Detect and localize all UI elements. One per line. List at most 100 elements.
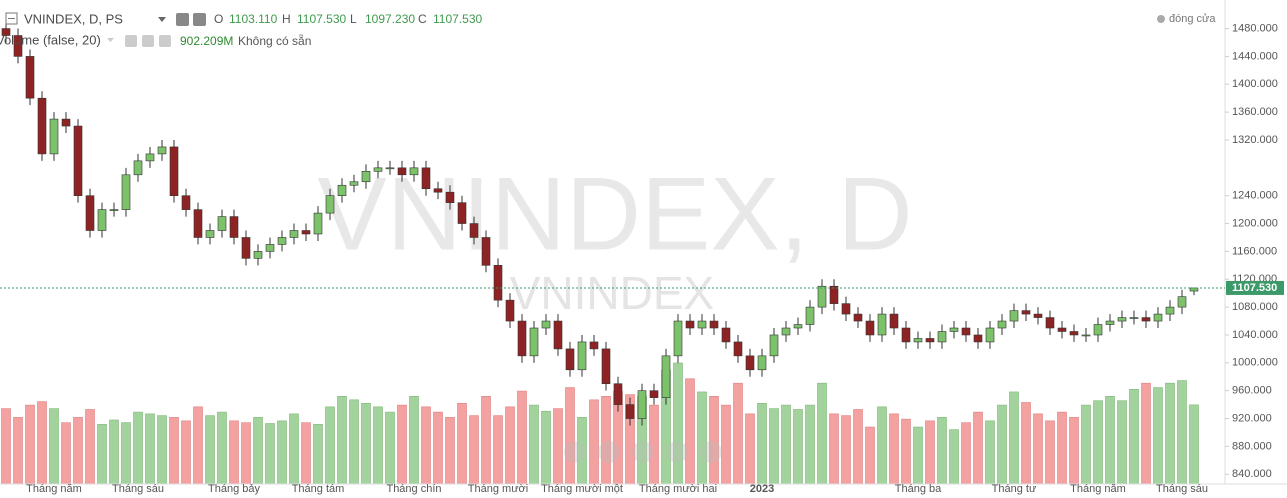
candle-body: [661, 355, 671, 398]
candle-body: [361, 171, 371, 183]
candle-body: [337, 184, 347, 196]
volume-bar: [865, 426, 875, 485]
y-tick-label: 880.000: [1232, 440, 1272, 452]
volume-settings[interactable]: [142, 35, 154, 47]
volume-bar: [733, 382, 743, 485]
volume-bar: [505, 406, 515, 485]
volume-bar: [793, 409, 803, 485]
volume-bar: [61, 422, 71, 485]
volume-bar: [1045, 420, 1055, 485]
x-tick-label: Tháng ba: [895, 483, 942, 495]
x-tick-label: Tháng sáu: [112, 483, 164, 495]
candle-body: [901, 327, 911, 343]
volume-bar: [877, 406, 887, 485]
ohlc-key: L: [350, 12, 357, 26]
y-tick-label: 1240.000: [1232, 190, 1278, 202]
volume-bar: [1105, 396, 1115, 485]
volume-bar: [73, 417, 83, 485]
volume-bar: [829, 413, 839, 485]
volume-bar: [325, 406, 335, 485]
candle-body: [265, 244, 275, 252]
nav-zoom-out[interactable]: [598, 441, 620, 463]
nav-reset[interactable]: [632, 441, 654, 463]
volume-bar: [169, 417, 179, 485]
x-tick-label: Tháng năm: [1070, 483, 1126, 495]
candle-body: [1141, 317, 1151, 322]
candle-body: [109, 209, 119, 211]
candle-body: [469, 223, 479, 238]
candle-body: [721, 327, 731, 343]
y-tick-label: 1080.000: [1232, 301, 1278, 313]
candle-body: [829, 285, 839, 304]
volume-bar: [49, 408, 59, 485]
volume-bar: [397, 404, 407, 485]
candle-body: [793, 324, 803, 329]
y-tick-label: 1400.000: [1232, 78, 1278, 90]
settings-button[interactable]: [193, 13, 206, 26]
candle-body: [73, 125, 83, 196]
y-tick-label: 920.000: [1232, 412, 1272, 424]
x-tick-label: Tháng bảy: [208, 483, 260, 495]
candle-body: [289, 230, 299, 238]
volume-bar: [253, 417, 263, 485]
candle-body: [481, 237, 491, 266]
volume-bar: [361, 403, 371, 485]
volume-bar: [973, 411, 983, 485]
candle-body: [709, 320, 719, 329]
candle-body: [613, 383, 623, 405]
candle-body: [1081, 334, 1091, 337]
candle-body: [997, 320, 1007, 329]
candle-body: [1057, 327, 1067, 332]
volume-remove[interactable]: [159, 35, 171, 47]
volume-bar: [889, 413, 899, 485]
volume-bar: [709, 396, 719, 485]
volume-bar: [385, 411, 395, 485]
volume-bar: [601, 396, 611, 485]
x-tick-label: Tháng mười: [468, 483, 528, 495]
legend-dot: [1157, 15, 1165, 23]
volume-bar: [25, 404, 35, 485]
volume-eye[interactable]: [125, 35, 137, 47]
nav-zoom-in[interactable]: [666, 441, 688, 463]
nav-right[interactable]: [700, 441, 722, 463]
volume-bar: [745, 413, 755, 485]
volume-bar: [1117, 400, 1127, 485]
x-tick-label: Tháng năm: [26, 483, 82, 495]
volume-dropdown[interactable]: [107, 38, 114, 42]
candle-body: [541, 320, 551, 329]
eye-button[interactable]: [176, 13, 189, 26]
candle-body: [649, 390, 659, 398]
nav-left[interactable]: [564, 441, 586, 463]
candle-body: [181, 195, 191, 210]
candle-body: [1105, 320, 1115, 325]
time-axis-bg: [0, 485, 1287, 498]
candle-body: [457, 202, 467, 224]
candle-body: [1069, 331, 1079, 336]
candle-body: [25, 56, 35, 99]
dropdown-arrow[interactable]: [158, 17, 166, 22]
volume-value: 902.209M: [180, 34, 233, 48]
candle-body: [169, 146, 179, 196]
volume-bar: [1033, 413, 1043, 485]
plot: [1, 21, 1199, 485]
ohlc-key: C: [418, 12, 427, 26]
candle-body: [301, 230, 311, 235]
last-price-label: 1107.530: [1232, 282, 1277, 294]
candle-body: [1009, 310, 1019, 322]
candle-body: [217, 216, 227, 231]
volume-bar: [313, 424, 323, 485]
volume-bar: [121, 422, 131, 485]
candle-body: [577, 341, 587, 371]
candle-body: [589, 341, 599, 350]
candle-body: [445, 191, 455, 203]
volume-bar: [409, 396, 419, 485]
candle-body: [421, 167, 431, 190]
candle-body: [973, 334, 983, 343]
candle-body: [1033, 313, 1043, 318]
volume-bar: [529, 404, 539, 485]
watermark-group: VNINDEX, D VNINDEX: [317, 156, 912, 319]
volume-bar: [1057, 411, 1067, 485]
chart-title: VNINDEX, D, PS: [24, 11, 123, 26]
candle-body: [121, 174, 131, 210]
volume-bar: [721, 404, 731, 485]
